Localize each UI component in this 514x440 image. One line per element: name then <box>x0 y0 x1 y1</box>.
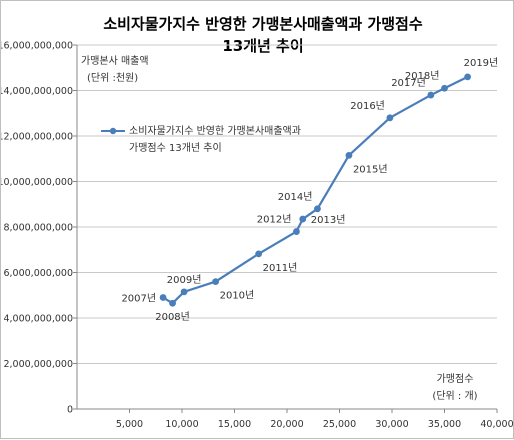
data-point <box>293 228 300 235</box>
y-tick-label: 6,000,000,000 <box>3 268 73 279</box>
data-label-year: 2013년 <box>311 214 346 226</box>
x-tick-label: 40,000 <box>480 419 513 430</box>
data-point <box>159 294 167 301</box>
data-point <box>169 299 176 307</box>
y-tick-labels: 0 2,000,000,000 4,000,000,000 6,000,000,000… <box>1 41 73 416</box>
y-tick-label: 4,000,000,000 <box>3 314 73 325</box>
y-tick-label: 16,000,000,000 <box>1 41 73 52</box>
y-axis-label-line2: (단위 :천원) <box>87 71 138 84</box>
data-label-year: 2009년 <box>167 274 202 286</box>
point-labels: 2007년 2008년 2009년 2010년 2011년 2012년 2013년 2014년… <box>121 57 498 323</box>
x-tick-label: 35,000 <box>428 419 461 430</box>
data-label-year: 2015년 <box>353 163 388 175</box>
y-tick-label: 14,000,000,000 <box>1 86 73 97</box>
data-point <box>427 91 435 99</box>
data-label-year: 2018년 <box>405 70 440 82</box>
gridlines <box>73 44 497 410</box>
y-tick-label: 2,000,000,000 <box>3 359 73 370</box>
data-point <box>212 278 220 285</box>
data-label-year: 2007년 <box>121 293 156 305</box>
x-axis-label-line2: (단위 : 개) <box>432 389 477 402</box>
data-label-year: 2014년 <box>278 191 313 203</box>
chart-title-line2: 13개년 추이 <box>222 37 303 55</box>
legend-text-line1: 소비자물가지수 반영한 가맹본사매출액과 <box>129 125 301 137</box>
x-tick-label: 25,000 <box>323 419 356 430</box>
x-tick-label: 30,000 <box>375 419 408 430</box>
data-label-year: 2008년 <box>155 311 190 323</box>
data-label-year: 2011년 <box>263 262 298 274</box>
legend: 소비자물가지수 반영한 가맹본사매출액과 가맹점수 13개년 추이 <box>101 125 301 154</box>
legend-text-line2: 가맹점수 13개년 추이 <box>129 142 222 154</box>
data-point <box>299 215 307 223</box>
data-point <box>255 250 263 258</box>
x-tick-label: 5,000 <box>116 419 143 430</box>
x-tick-label: 15,000 <box>218 419 251 430</box>
data-point <box>441 84 448 92</box>
data-label-year: 2016년 <box>350 100 385 112</box>
x-tick-labels: 5,000 10,000 15,000 20,000 25,000 30,000 35,00… <box>116 419 514 430</box>
data-point <box>386 114 394 122</box>
axes <box>76 45 498 413</box>
data-label-year: 2017년 <box>391 77 426 89</box>
x-tick-label: 20,000 <box>270 419 303 430</box>
y-axis-label-line1: 가맹본사 매출액 <box>81 55 149 67</box>
legend-marker <box>109 127 117 135</box>
series-line <box>162 75 469 305</box>
series <box>159 73 471 307</box>
y-tick-label: 8,000,000,000 <box>3 223 73 234</box>
data-point <box>314 205 321 213</box>
data-label-year: 2019년 <box>464 57 499 69</box>
y-tick-label: 10,000,000,000 <box>1 177 73 188</box>
data-label-year: 2010년 <box>220 290 255 302</box>
y-tick-label: 12,000,000,000 <box>1 132 73 143</box>
data-label-year: 2012년 <box>257 214 292 226</box>
y-tick-label: 0 <box>67 405 73 416</box>
data-point <box>345 151 353 159</box>
data-point <box>180 288 188 296</box>
x-axis-label-line1: 가맹점수 <box>437 373 474 385</box>
data-point <box>464 73 471 81</box>
chart-title-line1: 소비자물가지수 반영한 가맹본사매출액과 가맹점수 <box>103 15 422 33</box>
x-tick-label: 10,000 <box>165 419 198 430</box>
